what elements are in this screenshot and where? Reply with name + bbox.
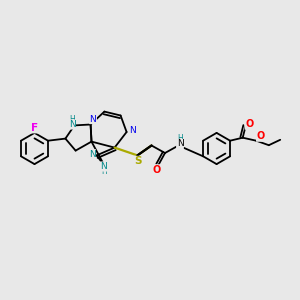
Text: H: H: [101, 167, 107, 176]
Text: O: O: [245, 119, 254, 129]
Text: N: N: [89, 150, 95, 159]
Text: S: S: [134, 156, 142, 167]
Text: H: H: [177, 134, 183, 143]
Text: H: H: [69, 115, 75, 124]
Text: N: N: [69, 120, 75, 129]
Text: N: N: [129, 126, 136, 135]
Text: F: F: [31, 123, 38, 133]
Text: N: N: [100, 162, 107, 171]
Text: N: N: [177, 140, 183, 148]
Text: O: O: [256, 131, 265, 141]
Text: O: O: [153, 165, 161, 175]
Text: N: N: [90, 115, 96, 124]
